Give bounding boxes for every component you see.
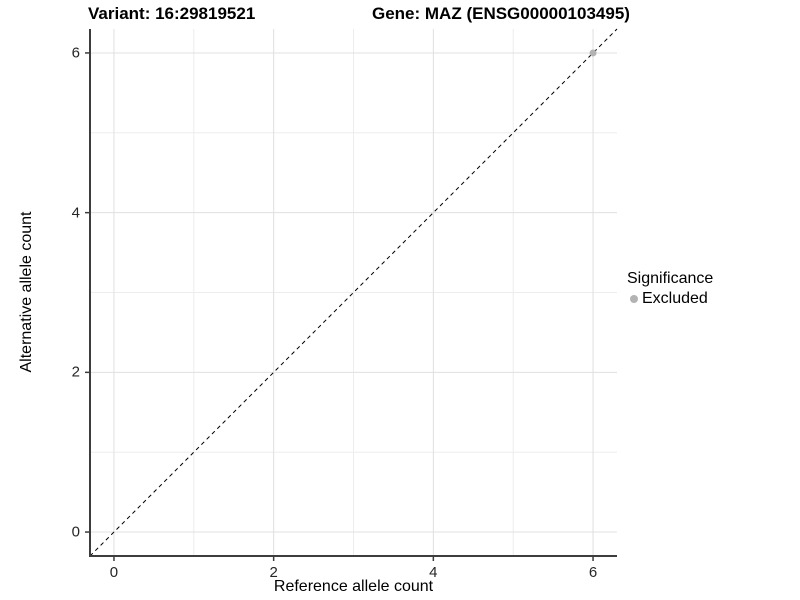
legend-key-dot-icon: [630, 295, 638, 303]
y-tick-label: 4: [71, 204, 80, 222]
x-tick-label: 0: [109, 564, 119, 581]
legend: Significance Excluded: [627, 270, 713, 308]
y-tick-label: 6: [71, 44, 80, 62]
legend-title: Significance: [627, 270, 714, 287]
x-tick-label: 6: [588, 564, 598, 581]
x-axis-title: Reference allele count: [273, 578, 434, 595]
data-point-excluded: [589, 49, 597, 57]
plot-title-gene: Gene: MAZ (ENSG00000103495): [372, 4, 630, 23]
legend-item-excluded: Excluded: [627, 290, 713, 308]
plot-title-variant: Variant: 16:29819521: [88, 4, 256, 23]
x-tick-label: 2: [269, 564, 278, 581]
x-tick-label: 4: [429, 564, 438, 581]
y-tick-label: 0: [71, 523, 80, 541]
y-tick-label: 2: [71, 363, 80, 381]
legend-item-label: Excluded: [642, 290, 708, 307]
